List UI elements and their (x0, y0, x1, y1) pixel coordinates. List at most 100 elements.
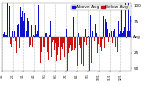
Bar (72, 37, 73, 50)
Bar (94, 37, 95, 41)
Bar (125, 3, 126, 37)
Bar (29, 37, 30, 47)
Bar (31, 25, 32, 37)
Bar (61, 37, 62, 47)
Bar (127, 37, 128, 43)
Bar (4, 32, 5, 37)
Bar (124, 27, 125, 37)
Bar (121, 8, 122, 37)
Bar (17, 25, 18, 37)
Bar (67, 37, 68, 71)
Bar (85, 29, 86, 37)
Bar (54, 37, 55, 50)
Bar (123, 31, 124, 37)
Bar (59, 37, 60, 46)
Bar (57, 37, 58, 55)
Bar (12, 31, 13, 37)
Bar (10, 37, 11, 44)
Bar (73, 17, 74, 37)
Bar (109, 33, 110, 37)
Bar (13, 37, 14, 38)
Bar (122, 33, 123, 37)
Bar (49, 35, 50, 37)
Bar (32, 37, 33, 47)
Bar (27, 18, 28, 37)
Bar (126, 37, 127, 38)
Bar (8, 21, 9, 37)
Bar (63, 37, 64, 43)
Bar (51, 37, 52, 57)
Bar (80, 37, 81, 48)
Bar (83, 37, 84, 66)
Bar (74, 37, 75, 50)
Bar (103, 16, 104, 37)
Bar (58, 37, 59, 47)
Bar (9, 6, 10, 37)
Bar (92, 31, 93, 37)
Bar (116, 21, 117, 37)
Bar (89, 37, 90, 71)
Bar (106, 22, 107, 37)
Bar (56, 37, 57, 61)
Bar (62, 37, 63, 49)
Legend: Above Avg, Below Avg: Above Avg, Below Avg (71, 5, 129, 10)
Bar (23, 21, 24, 37)
Bar (95, 24, 96, 37)
Bar (87, 37, 88, 38)
Bar (18, 24, 19, 37)
Bar (119, 34, 120, 37)
Bar (35, 25, 36, 37)
Bar (3, 34, 4, 37)
Bar (6, 35, 7, 37)
Bar (79, 37, 80, 45)
Bar (15, 37, 16, 41)
Bar (113, 31, 114, 37)
Bar (43, 37, 44, 47)
Bar (71, 37, 72, 51)
Bar (112, 37, 113, 43)
Bar (114, 29, 115, 37)
Bar (88, 37, 89, 46)
Bar (21, 17, 22, 37)
Bar (46, 33, 47, 37)
Bar (55, 37, 56, 43)
Bar (82, 37, 83, 63)
Bar (107, 29, 108, 37)
Bar (84, 37, 85, 42)
Bar (41, 37, 42, 52)
Bar (108, 37, 109, 42)
Bar (48, 37, 49, 55)
Bar (90, 15, 91, 37)
Bar (96, 33, 97, 37)
Bar (52, 37, 53, 42)
Bar (30, 37, 31, 46)
Bar (45, 33, 46, 37)
Bar (91, 37, 92, 63)
Bar (14, 31, 15, 37)
Bar (11, 37, 12, 47)
Bar (81, 37, 82, 64)
Bar (64, 37, 65, 57)
Bar (42, 28, 43, 37)
Bar (77, 37, 78, 66)
Bar (50, 21, 51, 37)
Bar (93, 3, 94, 37)
Bar (26, 31, 27, 37)
Bar (22, 11, 23, 37)
Bar (24, 13, 25, 37)
Bar (19, 3, 20, 37)
Bar (40, 37, 41, 63)
Bar (99, 37, 100, 45)
Bar (76, 37, 77, 38)
Bar (97, 37, 98, 53)
Bar (28, 21, 29, 37)
Bar (66, 29, 67, 37)
Bar (34, 36, 35, 37)
Bar (37, 31, 38, 37)
Bar (130, 16, 131, 37)
Bar (111, 31, 112, 37)
Bar (98, 37, 99, 44)
Bar (86, 37, 87, 45)
Bar (53, 37, 54, 40)
Bar (102, 37, 103, 39)
